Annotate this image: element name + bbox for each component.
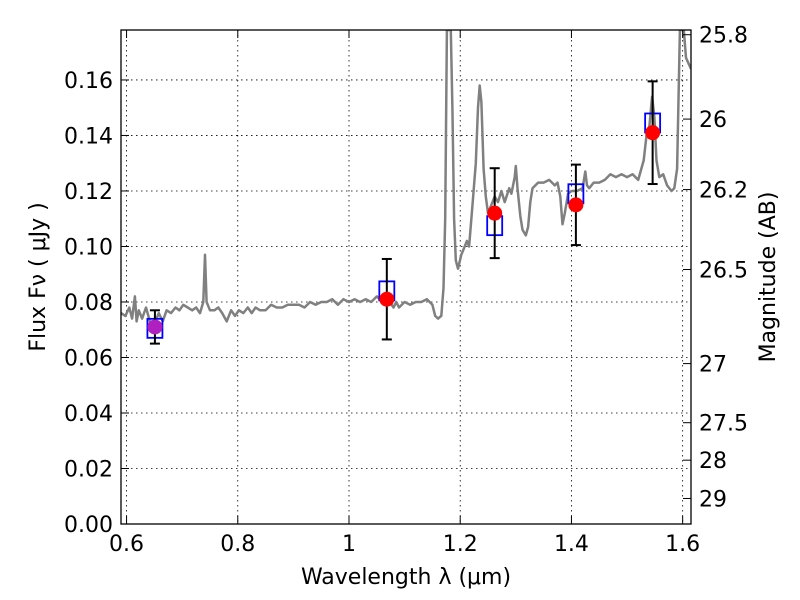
x-tick-label: 1.4	[554, 532, 589, 557]
right-axis-label: Magnitude (AB)	[756, 192, 781, 363]
y-axis-label: Flux Fν ( μJy )	[26, 202, 51, 351]
observed-photometry-point	[147, 319, 163, 335]
y-tick-label: 0.12	[64, 180, 113, 205]
right-tick-label: 25.8	[699, 24, 748, 49]
y-tick-label: 0.14	[64, 124, 113, 149]
x-tick-label: 1.2	[443, 532, 478, 557]
observed-photometry-point	[487, 205, 503, 221]
right-tick-label: 29	[699, 487, 727, 512]
right-tick-label: 26.5	[699, 259, 748, 284]
x-tick-label: 1.6	[665, 532, 700, 557]
plot-frame	[120, 29, 692, 525]
axis-ticks: 0.6 0.8 1 1.2 1.4 1.6 0.00 0.02 0.04 0.06 0.08 0.10…	[64, 24, 748, 557]
y-tick-label: 0.00	[64, 513, 113, 538]
x-tick-label: 1	[342, 532, 356, 557]
y-tick-label: 0.04	[64, 402, 113, 427]
observed-photometry-point	[645, 125, 661, 141]
plot-area	[121, 30, 691, 345]
right-tick-label: 26	[699, 108, 727, 133]
right-tick-label: 26.2	[699, 179, 748, 204]
x-axis-label: Wavelength λ (μm)	[301, 565, 511, 590]
y-tick-label: 0.10	[64, 235, 113, 260]
x-tick-label: 0.8	[220, 532, 255, 557]
y-tick-label: 0.16	[64, 69, 113, 94]
observed-photometry-point	[568, 197, 584, 213]
y-tick-label: 0.08	[64, 291, 113, 316]
x-tick-label: 0.6	[109, 532, 144, 557]
y-tick-label: 0.06	[64, 346, 113, 371]
right-tick-label: 28	[699, 449, 727, 474]
right-tick-label: 27.5	[699, 412, 748, 437]
spectrum-line	[121, 30, 691, 326]
observed-photometry-point	[379, 291, 395, 307]
y-tick-label: 0.02	[64, 457, 113, 482]
right-tick-label: 27	[699, 353, 727, 378]
